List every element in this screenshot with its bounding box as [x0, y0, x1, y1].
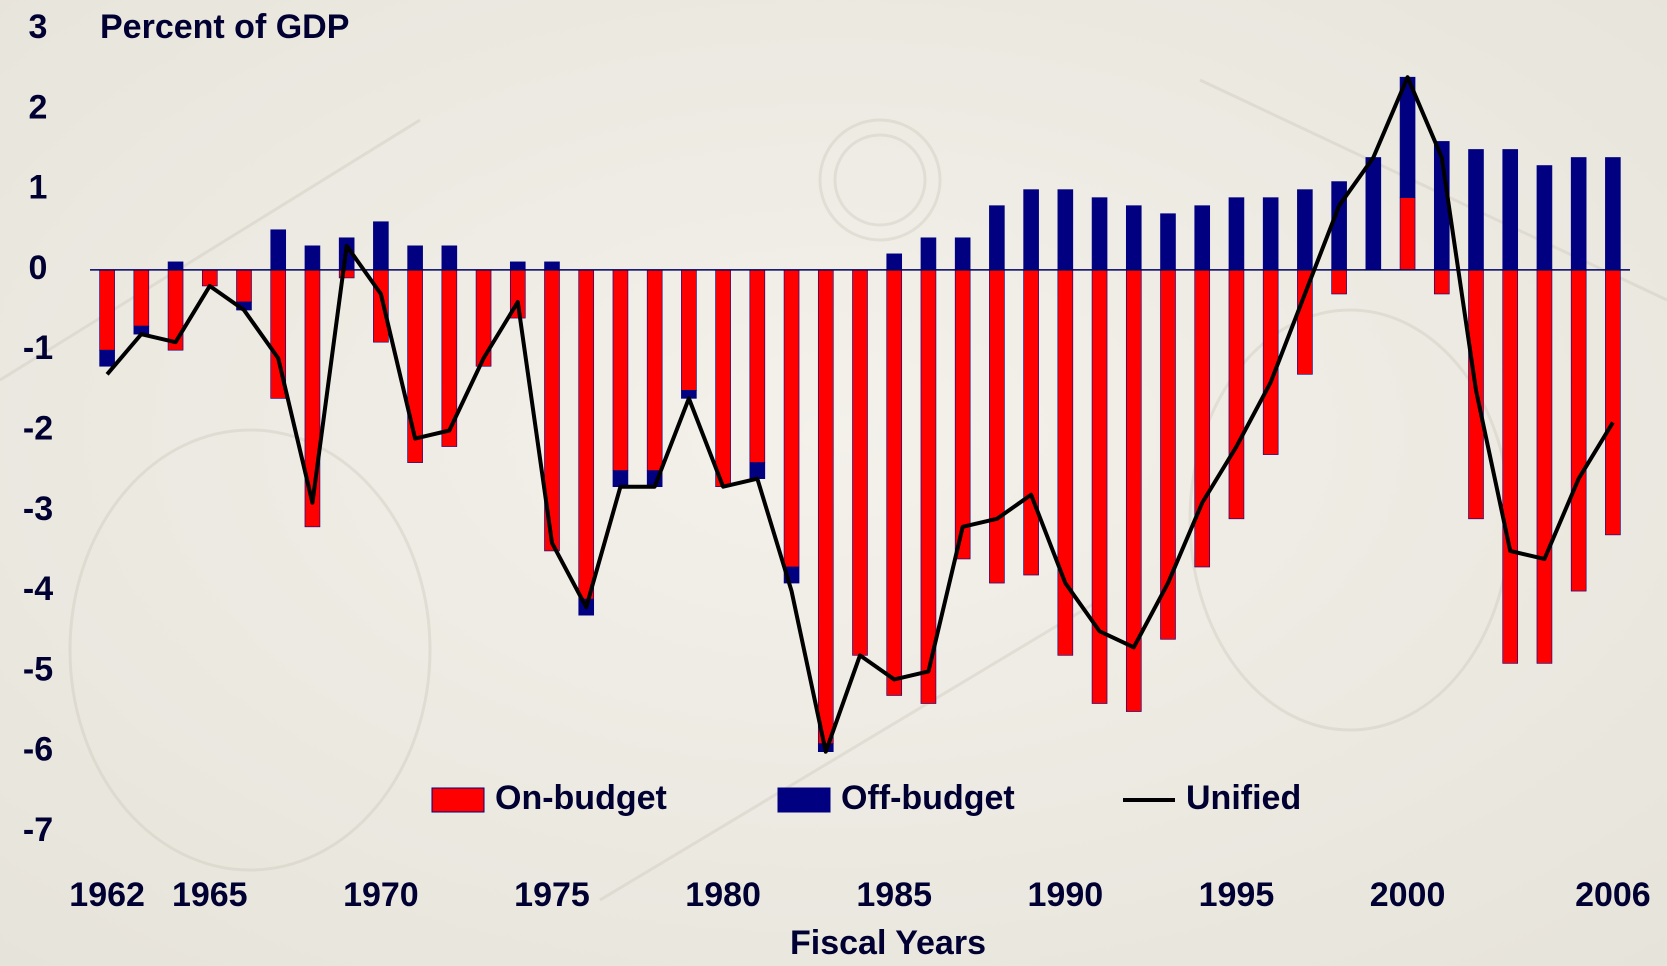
bar — [1536, 269, 1553, 664]
bar — [817, 269, 834, 744]
bar — [886, 269, 903, 696]
bar — [646, 269, 663, 471]
plot: -7 -6 -5 -4 -3 -2 -1 0 1 2 3 1962 1965 1970 1975 1980 19… — [23, 8, 1651, 914]
bar — [1194, 205, 1211, 271]
bar — [681, 269, 697, 391]
bar — [1570, 269, 1587, 592]
bar — [989, 269, 1005, 584]
y-tick-label: 2 — [29, 88, 48, 126]
bar — [1057, 269, 1074, 656]
y-tick-label: -3 — [23, 490, 53, 528]
bar — [886, 253, 903, 271]
x-tick-label: 2006 — [1575, 876, 1651, 914]
line — [105, 75, 1615, 754]
x-tick-label: 1980 — [685, 876, 761, 914]
bar — [99, 269, 115, 351]
y-tick-label: -1 — [23, 329, 53, 367]
bar — [1057, 189, 1074, 271]
bar — [954, 269, 971, 560]
y-tick-label: -6 — [23, 731, 53, 769]
bar — [1228, 269, 1245, 520]
legend-swatch — [431, 787, 485, 813]
bar — [1468, 149, 1484, 271]
bar — [783, 269, 800, 568]
bar — [1262, 269, 1279, 455]
bar — [1023, 189, 1039, 271]
bar — [749, 269, 766, 463]
y-tick-label: 0 — [29, 249, 48, 287]
bar — [578, 269, 595, 600]
bar — [1399, 76, 1416, 198]
bar — [1605, 269, 1621, 536]
y-tick-label: 1 — [29, 169, 48, 207]
y-tick-label: 3 — [29, 8, 48, 46]
y-tick-label: -4 — [23, 570, 53, 608]
bar — [1502, 149, 1519, 271]
bar — [715, 269, 731, 488]
bar — [612, 269, 629, 471]
bar — [852, 269, 868, 656]
bar — [1399, 197, 1416, 271]
bar — [201, 269, 218, 287]
bar — [1091, 197, 1108, 271]
bar — [509, 261, 526, 271]
bar — [1365, 157, 1382, 271]
x-tick-label: 1995 — [1199, 876, 1275, 914]
bar — [133, 269, 150, 327]
x-tick-label: 1985 — [856, 876, 932, 914]
bar — [1297, 189, 1313, 271]
y-tick-label: -5 — [23, 650, 53, 688]
x-tick-label: 1970 — [343, 876, 419, 914]
bar — [1194, 269, 1211, 568]
bar — [1331, 269, 1347, 295]
chart-title: Percent of GDP — [100, 8, 349, 46]
bar — [1262, 197, 1279, 271]
bar — [612, 470, 629, 488]
bar — [1605, 157, 1621, 271]
x-tick-label: 1990 — [1028, 876, 1104, 914]
y-tick-label: -2 — [23, 409, 53, 447]
bar — [544, 261, 560, 271]
bar — [1125, 205, 1142, 271]
legend-label: On-budget — [495, 779, 667, 817]
bar — [441, 245, 458, 271]
bar — [1091, 269, 1108, 704]
bar — [920, 269, 937, 704]
bar — [989, 205, 1005, 271]
legend-label: Off-budget — [841, 779, 1015, 817]
bar — [954, 237, 971, 271]
x-axis-label: Fiscal Years — [790, 924, 986, 962]
bar — [304, 245, 321, 271]
legend-label: Unified — [1186, 779, 1301, 817]
x-tick-label: 1962 — [69, 876, 145, 914]
bar — [1502, 269, 1519, 664]
bar — [167, 269, 184, 351]
bar — [1433, 269, 1450, 295]
bar — [1570, 157, 1587, 271]
bar — [407, 245, 423, 271]
bar — [1536, 165, 1553, 271]
bar — [373, 221, 389, 271]
bar — [373, 269, 389, 343]
y-tick-label: -7 — [23, 811, 53, 849]
legend-swatch — [777, 787, 831, 813]
background-decoration — [0, 78, 1667, 902]
bar — [1023, 269, 1039, 576]
x-tick-label: 1965 — [172, 876, 248, 914]
bar — [1228, 197, 1245, 271]
bar — [749, 462, 766, 479]
bar — [99, 349, 115, 367]
x-tick-label: 2000 — [1370, 876, 1446, 914]
bar — [920, 237, 937, 271]
bar — [1160, 213, 1176, 271]
bar — [167, 261, 184, 271]
x-tick-label: 1975 — [514, 876, 590, 914]
bar — [270, 229, 287, 271]
bar — [236, 269, 252, 303]
